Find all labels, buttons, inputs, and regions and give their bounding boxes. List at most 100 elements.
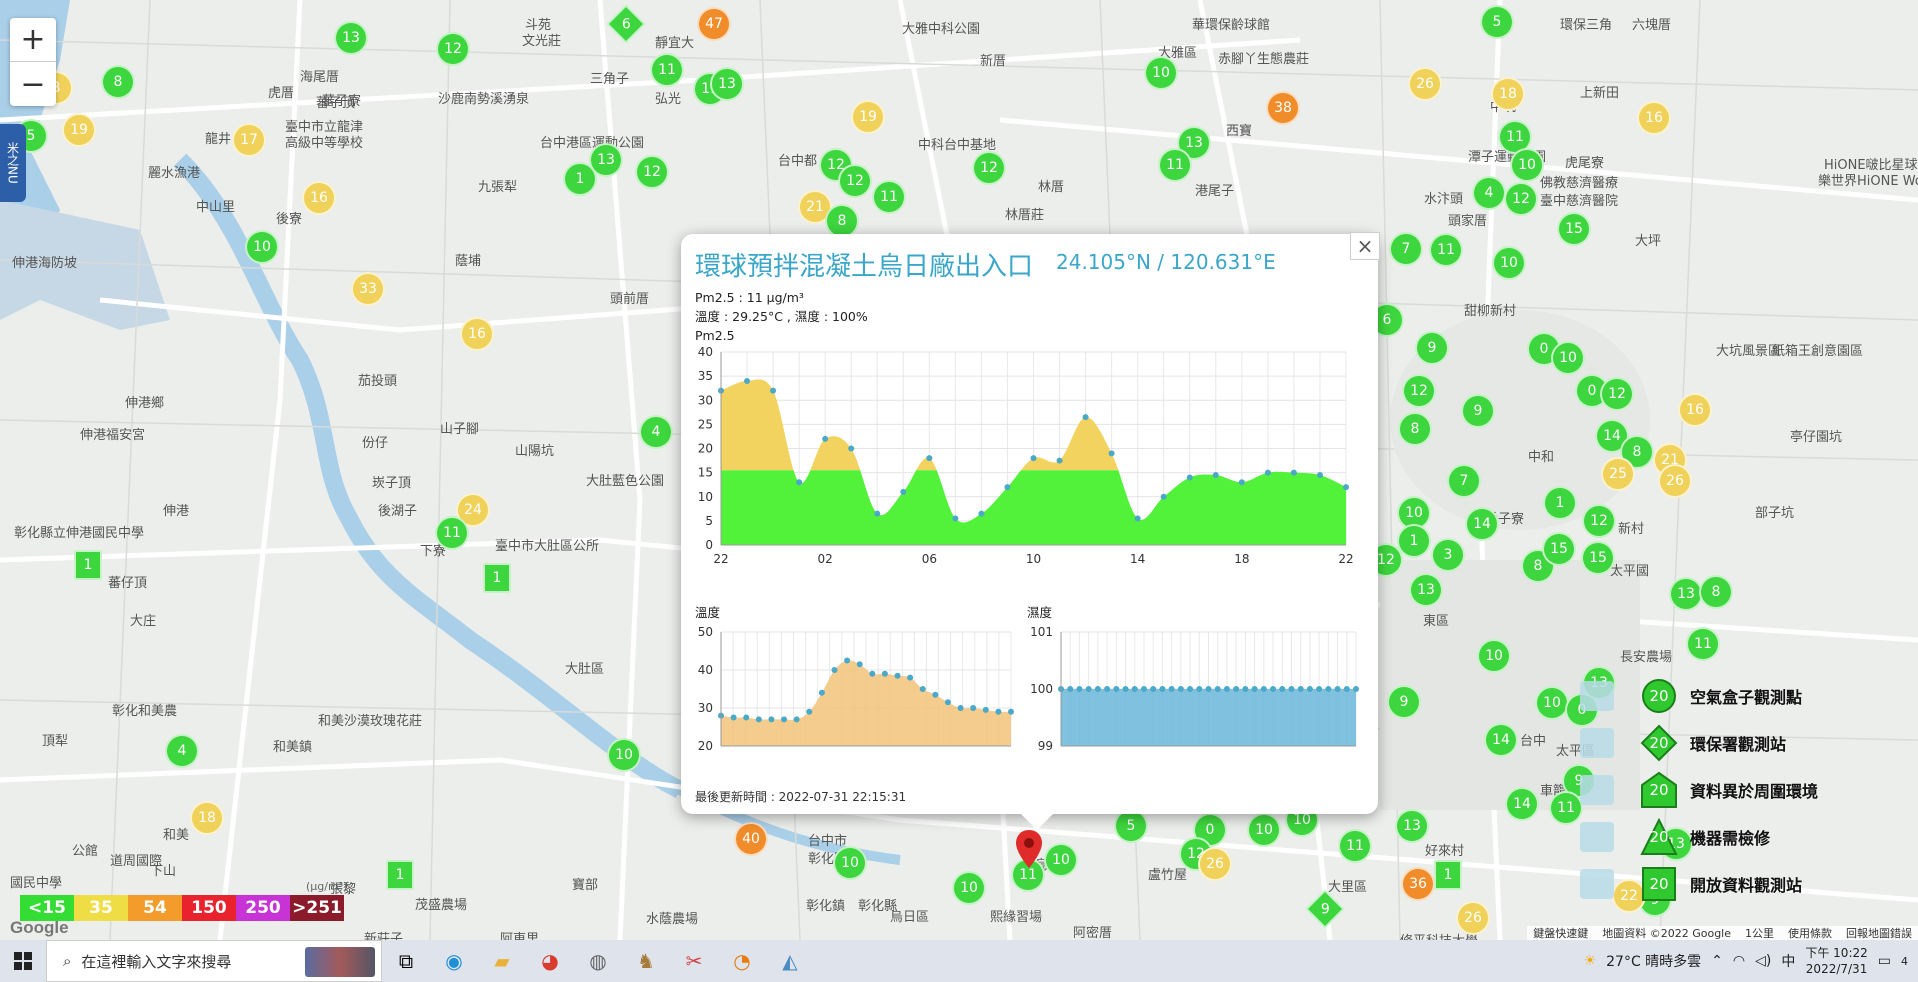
station-marker[interactable]: 14: [1465, 507, 1499, 541]
attribution-link[interactable]: 1公里: [1745, 927, 1774, 940]
station-marker[interactable]: 7: [1447, 464, 1481, 498]
attribution-link[interactable]: 使用條款: [1788, 927, 1832, 940]
station-marker[interactable]: 24: [456, 493, 490, 527]
station-marker[interactable]: 9: [1415, 331, 1449, 365]
station-marker[interactable]: 1: [74, 550, 102, 580]
task-view-icon[interactable]: ⧉: [398, 949, 414, 973]
station-marker[interactable]: 12: [436, 32, 470, 66]
station-marker[interactable]: 12: [1504, 182, 1538, 216]
station-marker[interactable]: 3: [1431, 538, 1465, 572]
station-marker[interactable]: 10: [952, 871, 986, 905]
station-marker[interactable]: 10: [1535, 686, 1569, 720]
station-marker[interactable]: 12: [838, 164, 872, 198]
station-marker[interactable]: 11: [1338, 829, 1372, 863]
app-icon-3[interactable]: ✂: [685, 949, 703, 973]
station-marker[interactable]: 8: [825, 204, 859, 238]
location-pin-icon[interactable]: [1014, 828, 1044, 870]
station-marker[interactable]: 11: [1011, 858, 1045, 892]
station-marker[interactable]: 22: [1612, 879, 1646, 913]
station-marker[interactable]: 10: [1477, 639, 1511, 673]
clock[interactable]: 下午 10:22 2022/7/31: [1805, 945, 1867, 977]
station-marker[interactable]: 12: [635, 155, 669, 189]
side-panel-tab[interactable]: 米之NU: [0, 124, 26, 202]
station-marker[interactable]: 5: [1114, 809, 1148, 843]
station-marker[interactable]: 16: [1637, 101, 1671, 135]
station-marker[interactable]: 10: [245, 230, 279, 264]
file-explorer-icon[interactable]: ▰: [494, 949, 510, 973]
station-marker[interactable]: 12: [1600, 377, 1634, 411]
station-marker[interactable]: 9: [1461, 394, 1495, 428]
station-marker[interactable]: 26: [1198, 847, 1232, 881]
chrome-icon[interactable]: ◕: [541, 949, 559, 973]
station-marker[interactable]: 1: [483, 563, 511, 593]
tray-chevron-icon[interactable]: ⌃: [1711, 953, 1723, 969]
station-marker[interactable]: 1: [1434, 860, 1462, 890]
blender-icon[interactable]: ◔: [733, 949, 751, 973]
attribution-link[interactable]: 鍵盤快速鍵: [1533, 927, 1589, 940]
station-marker[interactable]: 11: [1686, 627, 1720, 661]
station-marker[interactable]: 18: [1491, 77, 1525, 111]
station-marker[interactable]: 8: [101, 65, 135, 99]
station-marker[interactable]: 10: [1247, 813, 1281, 847]
station-marker[interactable]: 4: [165, 734, 199, 768]
start-button[interactable]: [0, 940, 46, 982]
taskbar-search-box[interactable]: ⌕ 在這裡輸入文字來搜尋: [46, 940, 382, 982]
ime-indicator[interactable]: 中: [1781, 954, 1796, 970]
zoom-out-button[interactable]: −: [20, 66, 46, 102]
app-icon-2[interactable]: ♞: [637, 949, 655, 973]
station-marker[interactable]: 14: [1484, 723, 1518, 757]
station-marker[interactable]: 8: [1398, 412, 1432, 446]
station-marker[interactable]: 13: [334, 21, 368, 55]
station-marker[interactable]: 7: [1389, 232, 1423, 266]
zoom-in-button[interactable]: +: [10, 18, 56, 62]
station-marker[interactable]: 4: [1472, 176, 1506, 210]
app-icon-4[interactable]: ◭: [782, 949, 798, 973]
station-marker[interactable]: 25: [1601, 457, 1635, 491]
station-marker[interactable]: 11: [1158, 148, 1192, 182]
station-marker[interactable]: 36: [1401, 867, 1435, 901]
station-marker[interactable]: 47: [697, 7, 731, 41]
station-marker[interactable]: 13: [589, 143, 623, 177]
attribution-link[interactable]: 回報地圖錯誤: [1846, 927, 1912, 940]
volume-icon[interactable]: ◁): [1755, 953, 1772, 969]
map-canvas[interactable]: 斗苑 文光莊 靜宜大 大雅中科公園 華環保齡球館 六塊厝 環保三角 大雅區 赤腳丫生態農莊 三角子…: [0, 0, 1918, 940]
station-marker[interactable]: 9: [1387, 685, 1421, 719]
station-marker[interactable]: 19: [851, 100, 885, 134]
station-marker[interactable]: 8: [1699, 575, 1733, 609]
station-marker[interactable]: 10: [1144, 56, 1178, 90]
station-marker[interactable]: 38: [1266, 91, 1300, 125]
station-marker[interactable]: 14: [1595, 419, 1629, 453]
station-marker[interactable]: 1: [1397, 524, 1431, 558]
weather-text[interactable]: 27°C 晴時多雲: [1606, 954, 1702, 970]
station-marker[interactable]: 10: [1492, 246, 1526, 280]
station-marker[interactable]: 1: [1543, 486, 1577, 520]
station-marker[interactable]: 11: [1549, 791, 1583, 825]
attribution-link[interactable]: 地圖資料 ©2022 Google: [1602, 927, 1731, 940]
station-marker[interactable]: 13: [710, 67, 744, 101]
station-marker[interactable]: 16: [460, 317, 494, 351]
station-marker[interactable]: 13: [1669, 577, 1703, 611]
station-marker[interactable]: 15: [1542, 532, 1576, 566]
station-marker[interactable]: 15: [1581, 541, 1615, 575]
station-marker[interactable]: 16: [302, 181, 336, 215]
station-marker[interactable]: 11: [872, 180, 906, 214]
station-marker[interactable]: 1: [563, 162, 597, 196]
station-marker[interactable]: 15: [1557, 212, 1591, 246]
notification-icon[interactable]: ▭: [1877, 953, 1891, 969]
station-marker[interactable]: 12: [1402, 374, 1436, 408]
station-marker[interactable]: 26: [1408, 67, 1442, 101]
station-marker[interactable]: 10: [833, 846, 867, 880]
station-marker[interactable]: 11: [435, 516, 469, 550]
station-marker[interactable]: 11: [650, 53, 684, 87]
station-marker[interactable]: 5: [1480, 5, 1514, 39]
station-marker[interactable]: 14: [1505, 787, 1539, 821]
network-icon[interactable]: ◠: [1732, 953, 1746, 969]
app-icon-1[interactable]: ◍: [589, 949, 607, 973]
station-marker[interactable]: 17: [232, 123, 266, 157]
station-marker[interactable]: 10: [1551, 341, 1585, 375]
station-marker[interactable]: 18: [190, 801, 224, 835]
station-marker[interactable]: 4: [639, 415, 673, 449]
station-marker[interactable]: 26: [1658, 464, 1692, 498]
station-marker[interactable]: 10: [1044, 843, 1078, 877]
station-marker[interactable]: 33: [351, 272, 385, 306]
